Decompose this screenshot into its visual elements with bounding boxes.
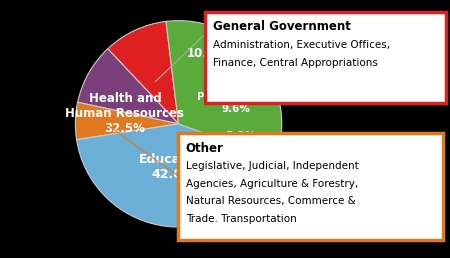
Wedge shape xyxy=(75,102,179,140)
Wedge shape xyxy=(108,21,179,124)
Wedge shape xyxy=(166,21,282,159)
Text: Other: Other xyxy=(186,142,224,155)
Text: Agencies, Agriculture & Forestry,: Agencies, Agriculture & Forestry, xyxy=(186,179,358,189)
Text: Health and
Human Resources
32.5%: Health and Human Resources 32.5% xyxy=(65,92,184,135)
Text: Trade. Transportation: Trade. Transportation xyxy=(186,214,297,224)
Text: General Government: General Government xyxy=(213,20,351,34)
Text: Administration, Executive Offices,: Administration, Executive Offices, xyxy=(213,40,390,50)
Wedge shape xyxy=(78,49,179,124)
Text: Education
42.0%: Education 42.0% xyxy=(139,153,208,181)
Wedge shape xyxy=(76,124,275,227)
Text: Natural Resources, Commerce &: Natural Resources, Commerce & xyxy=(186,196,356,206)
Text: 5.8%: 5.8% xyxy=(225,131,256,141)
Text: Legislative, Judicial, Independent: Legislative, Judicial, Independent xyxy=(186,161,359,171)
Text: Finance, Central Appropriations: Finance, Central Appropriations xyxy=(213,58,378,68)
Text: 10.1%: 10.1% xyxy=(187,47,228,60)
Text: Public Safety
9.6%: Public Safety 9.6% xyxy=(198,92,275,114)
